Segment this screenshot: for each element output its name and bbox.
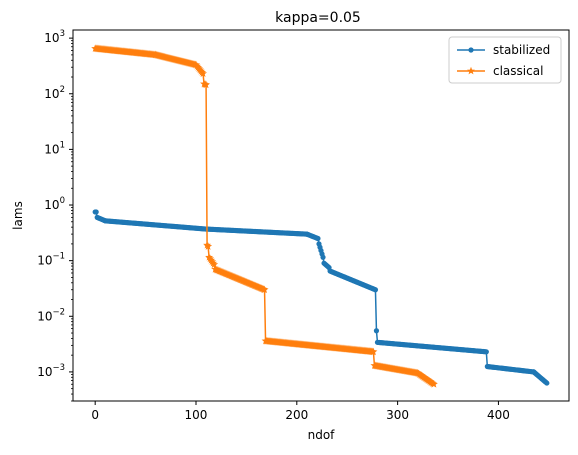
data-point [315,235,321,242]
data-point [205,253,214,261]
legend: stabilized classical [448,36,562,84]
data-point [202,80,211,89]
data-point [544,380,550,386]
legend-marker [468,47,474,53]
y-tick-label: 103 [44,29,65,45]
data-point [372,287,379,293]
y-axis-label: lams [11,201,25,230]
y-axis: 10−3 10−2 10−1 100 101 102 103 [37,29,73,402]
data-point [93,209,99,215]
data-point [369,347,378,356]
legend-label: classical [493,64,543,78]
data-point [192,60,200,69]
data-point [196,65,205,74]
x-axis: 0 100 200 300 400 [91,401,510,422]
series-markers-classical [91,44,438,388]
data-point [204,242,213,250]
data-point [207,256,216,264]
x-tick-label: 0 [91,408,99,422]
data-point [208,257,217,266]
y-tick-label: 10−2 [37,307,65,323]
axes-frame [72,29,570,402]
legend-label: stabilized [493,43,550,57]
y-tick-label: 100 [44,196,65,212]
legend-marker [467,66,475,75]
data-point [373,328,380,334]
legend-item: stabilized [457,43,550,57]
series-stabilized [92,209,550,386]
x-tick-label: 400 [487,408,510,422]
series-layer [91,44,550,388]
series-markers-stabilized [92,209,550,386]
data-point [194,63,202,71]
y-tick-label: 10−1 [37,252,65,268]
legend-item: classical [457,64,543,78]
data-point [210,260,219,268]
x-tick-label: 200 [285,408,308,422]
data-point [429,380,438,388]
data-point [199,69,208,78]
x-axis-label: ndof [308,428,336,442]
data-point [193,61,201,70]
y-tick-label: 10−3 [37,363,65,379]
data-point [206,254,215,263]
chart-title: kappa=0.05 [275,10,361,26]
data-point [195,64,204,73]
data-point [209,258,218,267]
data-point [197,66,206,75]
data-point [260,285,269,294]
data-point [203,240,212,249]
data-point [483,349,489,355]
y-tick-label: 102 [44,85,65,101]
y-tick-label: 101 [44,140,65,156]
x-tick-label: 300 [386,408,409,422]
series-classical [91,44,438,388]
data-point [198,68,207,76]
x-tick-label: 100 [185,408,208,422]
data-point [320,254,326,260]
